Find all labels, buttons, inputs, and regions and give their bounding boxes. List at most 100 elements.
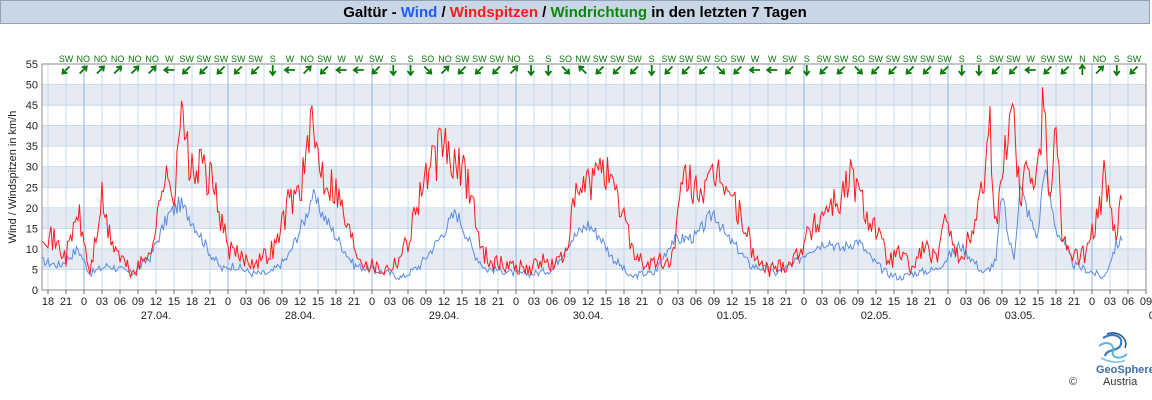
- wind-direction-label: W: [337, 54, 346, 64]
- wind-direction-arrow-icon: [664, 65, 674, 75]
- wind-direction-arrow-icon: [748, 66, 761, 74]
- wind-direction-label: SW: [627, 54, 642, 64]
- wind-direction-label: SO: [852, 54, 865, 64]
- x-tick-label: 09: [852, 296, 864, 308]
- wind-direction-arrow-icon: [939, 65, 949, 75]
- wind-direction-label: NO: [145, 54, 159, 64]
- x-tick-label: 21: [204, 296, 216, 308]
- wind-direction-arrow-icon: [1095, 65, 1105, 75]
- wind-direction-label: N: [1079, 54, 1086, 64]
- wind-direction-arrow-icon: [561, 65, 571, 75]
- date-label: 02.05.: [861, 310, 892, 322]
- x-tick-label: 03: [960, 296, 972, 308]
- arrow-shape: [595, 65, 605, 75]
- wind-direction-arrow-icon: [96, 65, 106, 75]
- wind-direction-arrow-icon: [162, 66, 175, 74]
- x-tick-label: 15: [888, 296, 900, 308]
- x-tick-label: 03: [672, 296, 684, 308]
- wind-direction-label: SO: [559, 54, 572, 64]
- wind-direction-label: S: [408, 54, 414, 64]
- wind-direction-arrow-icon: [371, 65, 381, 75]
- wind-direction-label: SW: [920, 54, 935, 64]
- arrow-shape: [509, 65, 519, 75]
- arrow-shape: [130, 65, 140, 75]
- arrow-shape: [250, 65, 260, 75]
- arrow-shape: [302, 65, 312, 75]
- wind-direction-arrow-icon: [991, 65, 1001, 75]
- arrow-shape: [922, 65, 932, 75]
- y-tick-label: 35: [26, 141, 38, 153]
- wind-direction-label: W: [355, 54, 364, 64]
- wind-direction-label: W: [768, 54, 777, 64]
- wind-direction-label: NO: [300, 54, 314, 64]
- wind-direction-label: SO: [421, 54, 434, 64]
- arrow-shape: [1095, 65, 1105, 75]
- arrow-shape: [147, 65, 157, 75]
- wind-direction-label: SW: [369, 54, 384, 64]
- geosphere-logo-icon: [1098, 332, 1128, 363]
- x-tick-label: 12: [438, 296, 450, 308]
- x-tick-label: 03: [384, 296, 396, 308]
- wind-direction-arrow-icon: [1060, 65, 1070, 75]
- y-tick-label: 25: [26, 182, 38, 194]
- x-tick-label: 09: [1140, 296, 1152, 308]
- x-tick-label: 15: [168, 296, 180, 308]
- wind-direction-arrow-icon: [389, 65, 398, 77]
- x-tick-label: 18: [762, 296, 774, 308]
- wind-direction-label: S: [270, 54, 276, 64]
- chart-title: Galtür - Wind / Windspitzen / Windrichtu…: [0, 0, 1150, 24]
- wind-direction-arrow-icon: [492, 65, 501, 75]
- wind-direction-arrow-icon: [595, 65, 605, 75]
- wind-direction-arrow-icon: [905, 65, 915, 75]
- date-label: 04.05.: [1149, 310, 1152, 322]
- wind-direction-label: SW: [455, 54, 470, 64]
- wind-direction-arrow-icon: [335, 66, 347, 74]
- wind-direction-label: W: [1026, 54, 1035, 64]
- wind-direction-label: SW: [868, 54, 883, 64]
- x-tick-label: 06: [114, 296, 126, 308]
- wind-direction-arrow-icon: [716, 65, 726, 75]
- arrow-shape: [527, 65, 535, 77]
- wind-direction-arrow-icon: [819, 65, 829, 75]
- x-tick-label: 21: [492, 296, 504, 308]
- x-tick-label: 09: [132, 296, 144, 308]
- x-tick-label: 12: [582, 296, 594, 308]
- wind-direction-label: SW: [197, 54, 212, 64]
- x-tick-label: 12: [1014, 296, 1026, 308]
- arrow-shape: [319, 65, 329, 75]
- wind-direction-label: SW: [937, 54, 952, 64]
- x-tick-label: 18: [186, 296, 198, 308]
- wind-direction-label: SW: [1041, 54, 1056, 64]
- wind-direction-label: W: [165, 54, 174, 64]
- wind-direction-label: SW: [179, 54, 194, 64]
- wind-direction-arrow-icon: [578, 65, 587, 75]
- wind-direction-label: NO: [1093, 54, 1107, 64]
- date-label: 03.05.: [1005, 310, 1036, 322]
- wind-direction-arrow-icon: [871, 65, 880, 75]
- wind-direction-arrow-icon: [216, 65, 226, 75]
- arrow-shape: [733, 65, 742, 75]
- x-tick-label: 0: [945, 296, 951, 308]
- x-tick-label: 09: [420, 296, 432, 308]
- logo-country: Austria: [1103, 376, 1138, 388]
- x-tick-label: 21: [636, 296, 648, 308]
- wind-direction-arrow-icon: [1129, 65, 1139, 75]
- x-tick-label: 06: [546, 296, 558, 308]
- wind-direction-label: SW: [679, 54, 694, 64]
- wind-direction-label: S: [976, 54, 982, 64]
- arrow-shape: [216, 65, 226, 75]
- x-tick-label: 18: [906, 296, 918, 308]
- wind-direction-label: SW: [731, 54, 746, 64]
- x-tick-label: 15: [744, 296, 756, 308]
- wind-direction-label: W: [751, 54, 760, 64]
- wind-direction-arrow-icon: [302, 65, 312, 75]
- wind-direction-label: NO: [507, 54, 521, 64]
- arrow-shape: [1060, 65, 1070, 75]
- arrow-shape: [1078, 63, 1087, 75]
- x-tick-label: 21: [780, 296, 792, 308]
- wind-direction-arrow-icon: [181, 65, 191, 75]
- wind-direction-label: S: [649, 54, 655, 64]
- x-tick-label: 0: [657, 296, 663, 308]
- arrow-shape: [199, 65, 208, 75]
- arrow-shape: [698, 65, 708, 75]
